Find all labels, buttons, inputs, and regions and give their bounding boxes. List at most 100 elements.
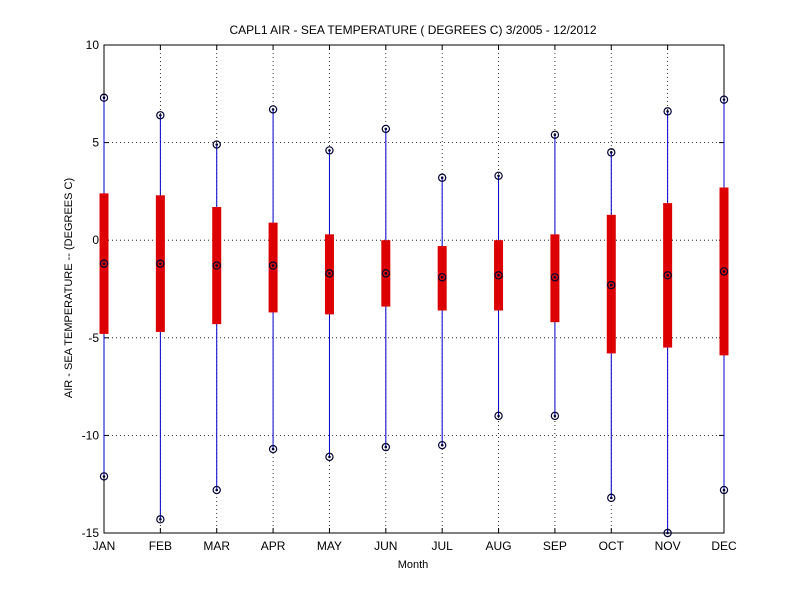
median-marker-dot xyxy=(609,283,613,287)
x-tick-label: SEP xyxy=(543,539,567,553)
min-marker-dot xyxy=(215,488,219,492)
min-marker xyxy=(99,472,109,481)
max-marker xyxy=(156,111,165,120)
median-marker xyxy=(719,267,729,276)
x-tick-label: JUL xyxy=(432,539,454,553)
median-marker-dot xyxy=(440,275,444,279)
median-marker-dot xyxy=(722,270,726,273)
median-marker xyxy=(437,273,447,282)
median-marker-dot xyxy=(553,275,557,279)
median-marker xyxy=(381,269,391,278)
max-marker-ring xyxy=(156,111,165,120)
min-marker-ring xyxy=(550,411,560,421)
median-marker-ring xyxy=(156,259,165,268)
max-marker-dot xyxy=(215,143,219,146)
max-marker xyxy=(381,124,391,134)
x-tick-label: AUG xyxy=(486,539,512,553)
median-marker-ring xyxy=(607,280,616,290)
median-marker-dot xyxy=(328,272,331,275)
max-marker-dot xyxy=(440,176,444,180)
median-marker-ring xyxy=(212,261,221,270)
chart-title: CAPL1 AIR - SEA TEMPERATURE ( DEGREES C)… xyxy=(229,23,596,37)
median-marker xyxy=(550,273,560,282)
median-marker-ring xyxy=(381,269,391,278)
median-marker xyxy=(494,271,503,280)
max-marker xyxy=(99,93,109,102)
median-marker xyxy=(212,261,221,270)
y-tick-label: -15 xyxy=(82,526,100,540)
max-marker-dot xyxy=(384,127,388,131)
median-marker xyxy=(156,259,165,268)
y-axis-label: AIR - SEA TEMPERATURE -- (DEGREES C) xyxy=(63,178,75,398)
median-marker-dot xyxy=(384,272,388,275)
max-marker-ring xyxy=(719,95,729,104)
min-marker-ring xyxy=(437,440,447,450)
x-tick-label: JUN xyxy=(374,539,397,553)
min-marker-dot xyxy=(102,475,106,478)
x-tick-label: JAN xyxy=(93,539,116,553)
median-marker-ring xyxy=(268,261,278,270)
x-axis-ticks: JAN FEB MAR APR MAY JUN JUL AUG SEP OCT NOV DEC xyxy=(93,45,737,553)
median-marker-dot xyxy=(159,262,162,265)
max-marker-dot xyxy=(497,174,500,178)
max-marker-ring xyxy=(268,105,278,114)
x-tick-label: APR xyxy=(261,539,286,553)
max-marker-ring xyxy=(325,146,334,155)
min-marker-ring xyxy=(663,528,672,538)
x-tick-label: DEC xyxy=(711,539,737,553)
median-marker xyxy=(99,259,109,268)
x-tick-label: OCT xyxy=(599,539,625,553)
y-tick-label: 5 xyxy=(92,136,99,150)
iqr-box xyxy=(268,222,278,313)
max-marker xyxy=(607,148,616,157)
min-marker xyxy=(719,485,729,495)
min-marker xyxy=(212,485,221,495)
max-marker xyxy=(663,107,672,116)
median-marker-ring xyxy=(719,267,729,276)
min-marker xyxy=(437,440,447,450)
min-marker-dot xyxy=(384,445,388,449)
max-marker-dot xyxy=(666,110,669,113)
median-marker-ring xyxy=(494,271,503,280)
max-marker-dot xyxy=(159,113,162,117)
max-marker-dot xyxy=(553,133,557,137)
min-marker xyxy=(663,528,672,538)
min-marker-ring xyxy=(325,452,334,462)
max-marker-ring xyxy=(437,173,447,182)
y-tick-label: -10 xyxy=(82,428,100,442)
min-marker-dot xyxy=(722,488,726,492)
max-marker xyxy=(494,171,503,180)
median-marker xyxy=(268,261,278,270)
x-tick-label: NOV xyxy=(655,539,681,553)
min-marker-dot xyxy=(553,414,557,418)
min-marker xyxy=(325,452,334,462)
max-marker-ring xyxy=(550,130,560,139)
median-marker-dot xyxy=(102,262,106,265)
min-marker-dot xyxy=(440,443,444,447)
min-marker-dot xyxy=(666,531,669,535)
min-marker-dot xyxy=(609,496,613,500)
min-marker-dot xyxy=(328,455,331,459)
min-marker xyxy=(381,442,391,452)
median-marker-dot xyxy=(215,264,219,267)
max-marker xyxy=(437,173,447,182)
min-marker-dot xyxy=(497,414,500,418)
max-marker-dot xyxy=(328,149,331,152)
max-marker-dot xyxy=(722,98,726,101)
median-marker-ring xyxy=(437,273,447,282)
median-marker-ring xyxy=(325,269,334,278)
y-tick-label: 0 xyxy=(92,233,99,247)
min-marker-ring xyxy=(156,515,165,524)
max-marker xyxy=(325,146,334,155)
min-marker xyxy=(156,515,165,524)
max-marker-ring xyxy=(663,107,672,116)
max-marker-dot xyxy=(609,151,613,154)
max-marker xyxy=(212,140,221,149)
y-tick-label: 10 xyxy=(86,38,100,52)
max-marker-ring xyxy=(607,148,616,157)
max-marker-ring xyxy=(494,171,503,180)
min-marker-ring xyxy=(719,485,729,495)
min-marker xyxy=(607,493,616,503)
median-marker xyxy=(663,271,672,280)
